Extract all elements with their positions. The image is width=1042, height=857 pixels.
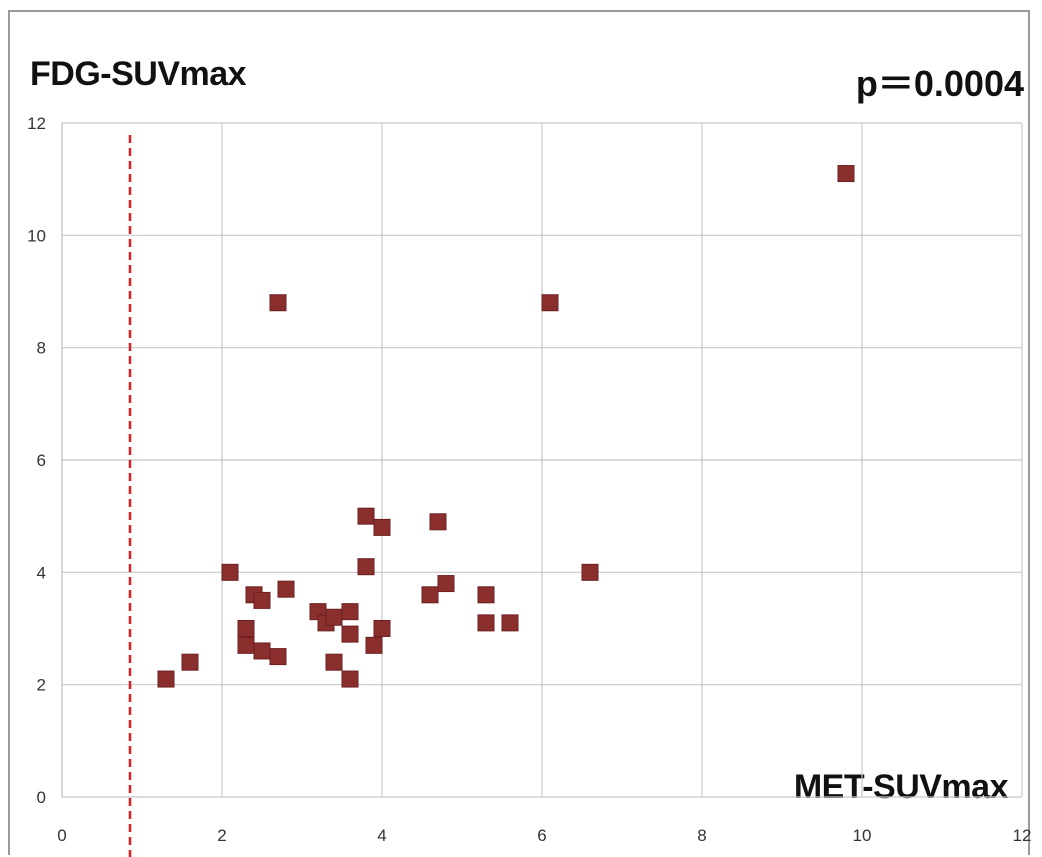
- data-point: [269, 294, 287, 312]
- x-tick-label: 12: [1013, 826, 1032, 845]
- data-point: [477, 614, 495, 632]
- data-point: [357, 558, 375, 576]
- data-point: [237, 620, 255, 637]
- y-tick-label: 10: [27, 226, 46, 245]
- y-tick-label: 2: [37, 676, 46, 695]
- data-point: [221, 563, 239, 581]
- chart-frame: [8, 10, 1030, 855]
- x-tick-label: 6: [537, 826, 546, 845]
- data-point: [837, 165, 855, 183]
- data-point: [277, 580, 295, 598]
- data-point: [421, 586, 439, 604]
- data-point: [437, 575, 455, 593]
- data-point: [429, 513, 447, 531]
- data-point: [325, 608, 343, 626]
- data-point: [373, 620, 391, 637]
- data-point: [341, 603, 359, 621]
- p-value-annotation: p＝0.0004: [855, 63, 1024, 104]
- data-point: [181, 653, 199, 671]
- data-point: [501, 614, 519, 632]
- data-point: [157, 670, 175, 688]
- y-tick-label: 12: [27, 114, 46, 133]
- data-point: [477, 586, 495, 604]
- data-point: [253, 591, 271, 609]
- y-tick-label: 8: [37, 339, 46, 358]
- data-point: [581, 563, 599, 581]
- x-tick-label: 2: [217, 826, 226, 845]
- x-tick-label: 10: [853, 826, 872, 845]
- y-tick-label: 0: [37, 788, 46, 807]
- data-point: [365, 636, 383, 654]
- data-point: [357, 507, 375, 525]
- y-tick-label: 6: [37, 451, 46, 470]
- x-tick-label: 0: [57, 826, 66, 845]
- data-point: [341, 625, 359, 643]
- data-point: [373, 518, 391, 536]
- data-point: [253, 642, 271, 660]
- data-point: [325, 653, 343, 671]
- x-tick-label: 4: [377, 826, 386, 845]
- x-axis-title: MET-SUVmax: [793, 768, 1009, 806]
- x-tick-label: 8: [697, 826, 706, 845]
- data-point: [269, 648, 287, 666]
- data-point: [237, 636, 255, 654]
- y-tick-label: 4: [37, 563, 46, 582]
- data-point: [341, 670, 359, 688]
- chart-title: FDG-SUVmax: [30, 55, 247, 93]
- data-point: [541, 294, 559, 312]
